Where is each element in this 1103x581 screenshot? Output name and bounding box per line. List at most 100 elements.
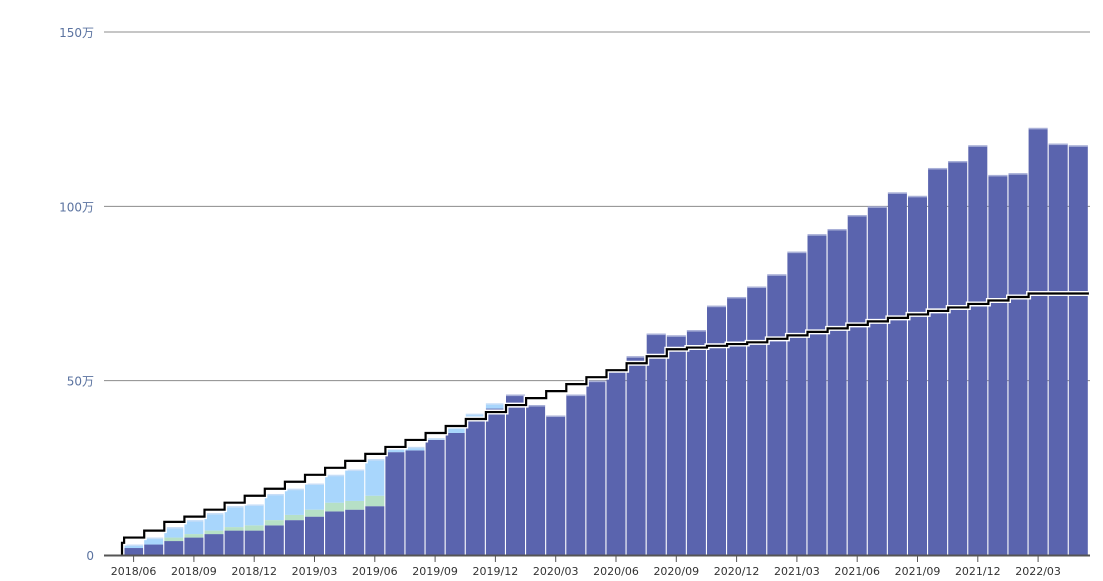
bar-top-edge	[244, 504, 264, 506]
y-tick-label: 0	[86, 549, 94, 563]
bar-segment-middle	[325, 502, 345, 512]
x-tick-label: 2022/03	[1015, 565, 1061, 577]
bar-top-edge	[325, 474, 345, 477]
bar-segment-bottom	[546, 415, 566, 555]
bar-segment-bottom	[646, 333, 666, 555]
bar-segment-top	[385, 448, 405, 453]
x-axis-tick-labels: 2018/06 2018/09 2018/12 2019/03 2019/06 2019/…	[111, 565, 1061, 578]
bar-top-edge	[465, 413, 485, 416]
bar-segment-top	[244, 504, 264, 526]
bar-top-edge	[928, 167, 948, 170]
bar-top-edge	[887, 192, 907, 194]
bar-segment-bottom	[807, 234, 827, 555]
bar-segment-bottom	[1068, 145, 1088, 556]
bar-top-edge	[666, 335, 686, 337]
bar-top-edge	[827, 228, 847, 231]
bar-top-edge	[787, 251, 807, 254]
bar-top-edge	[405, 446, 425, 449]
bar-segment-bottom	[968, 145, 988, 556]
step-line-path	[120, 292, 1089, 555]
bar-segment-bottom	[365, 506, 385, 555]
bar-segment-top	[204, 513, 224, 531]
x-tick-label: 2020/12	[714, 565, 760, 577]
bar-segment-bottom	[485, 408, 505, 555]
bar-segment-bottom	[144, 544, 164, 555]
x-tick-label: 2021/12	[955, 565, 1001, 577]
bar-top-edge	[425, 438, 445, 440]
bar-top-edge	[727, 296, 747, 299]
bar-segment-bottom	[887, 192, 907, 556]
bar-top-edge	[767, 274, 787, 276]
bar-top-edge	[345, 469, 365, 472]
x-tick-label: 2019/06	[352, 565, 398, 577]
bar-segment-bottom	[224, 530, 244, 555]
bar-segment-middle	[204, 530, 224, 535]
x-tick-label: 2021/06	[834, 565, 880, 577]
bar-top-edge	[948, 161, 968, 163]
bar-segment-middle	[284, 514, 304, 521]
bar-segment-bottom	[264, 525, 284, 555]
bar-top-edge	[747, 286, 767, 289]
bar-segment-bottom	[988, 174, 1008, 555]
bar-segment-bottom	[908, 195, 927, 555]
bar-segment-bottom	[847, 215, 867, 556]
x-tick-label: 2021/03	[774, 565, 820, 577]
bar-top-edge	[1008, 173, 1028, 175]
bar-segment-bottom	[425, 439, 445, 555]
bar-top-edge	[365, 459, 385, 461]
bar-segment-top	[124, 544, 144, 549]
bar-top-edge	[867, 206, 887, 208]
bar-segment-bottom	[1028, 127, 1048, 555]
bar-segment-bottom	[586, 380, 606, 555]
bar-top-edge	[546, 415, 566, 418]
bar-segment-bottom	[928, 167, 948, 556]
bar-segment-bottom	[767, 274, 787, 555]
bar-top-edge	[184, 520, 204, 522]
bar-segment-bottom	[686, 330, 706, 555]
bar-segment-bottom	[526, 405, 546, 555]
bar-top-edge	[224, 506, 244, 508]
x-tick-label: 2018/12	[231, 565, 277, 577]
bar-segment-bottom	[827, 228, 847, 555]
y-tick-label: 50万	[67, 375, 94, 389]
bar-segment-top	[284, 488, 304, 515]
bar-top-edge	[586, 380, 606, 383]
y-axis-tick-labels: 0 50万 100万 150万	[59, 26, 94, 563]
y-tick-label: 100万	[59, 200, 94, 214]
bar-segment-bottom	[666, 335, 686, 555]
bar-segment-bottom	[325, 511, 345, 555]
bar-segment-bottom	[124, 548, 144, 555]
bar-top-edge	[646, 333, 666, 336]
bar-segment-bottom	[305, 516, 324, 555]
bar-segment-bottom	[506, 394, 525, 555]
bar-segment-bottom	[244, 530, 264, 555]
bar-segment-bottom	[727, 296, 747, 555]
bar-segment-top	[445, 425, 465, 433]
bar-segment-top	[224, 506, 244, 528]
bar-segment-top	[325, 474, 345, 503]
bar-top-edge	[847, 215, 867, 217]
bar-segment-bottom	[385, 452, 405, 555]
bar-segment-bottom	[707, 305, 726, 555]
bar-segment-top	[264, 493, 284, 521]
bar-top-edge	[1028, 127, 1048, 130]
bar-segment-bottom	[345, 509, 365, 555]
bar-segment-top	[405, 446, 425, 451]
bar-top-edge	[485, 403, 505, 405]
bar-top-edge	[1068, 145, 1088, 147]
bar-segment-top	[485, 403, 505, 409]
bar-segment-top	[164, 527, 184, 538]
bar-segment-bottom	[1048, 143, 1068, 555]
bar-segment-top	[465, 413, 485, 420]
x-tick-label: 2020/09	[653, 565, 699, 577]
bar-top-edge	[144, 537, 164, 540]
bar-segment-bottom	[787, 251, 807, 555]
bar-top-edge	[686, 330, 706, 332]
bar-segment-bottom	[747, 286, 767, 555]
bar-top-edge	[988, 174, 1008, 177]
bar-segment-bottom	[184, 537, 204, 555]
bar-segment-bottom	[566, 394, 586, 555]
bar-top-edge	[807, 234, 827, 236]
